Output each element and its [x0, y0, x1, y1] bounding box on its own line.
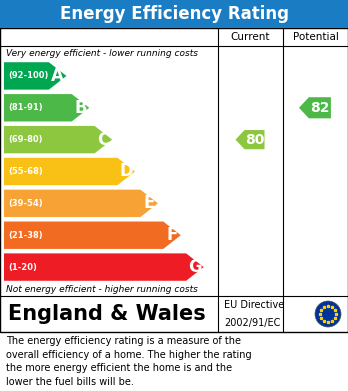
Text: EU Directive: EU Directive — [224, 300, 284, 310]
Polygon shape — [4, 222, 181, 249]
Text: 82: 82 — [310, 101, 330, 115]
Polygon shape — [4, 62, 66, 90]
Text: Very energy efficient - lower running costs: Very energy efficient - lower running co… — [6, 48, 198, 57]
Polygon shape — [299, 97, 331, 118]
Text: Energy Efficiency Rating: Energy Efficiency Rating — [60, 5, 288, 23]
Text: 2002/91/EC: 2002/91/EC — [224, 318, 280, 328]
Text: Not energy efficient - higher running costs: Not energy efficient - higher running co… — [6, 285, 198, 294]
Text: (92-100): (92-100) — [8, 72, 48, 81]
Polygon shape — [4, 126, 112, 153]
Bar — [0, 28, 348, 332]
Text: Current: Current — [231, 32, 270, 42]
Text: B: B — [74, 99, 87, 117]
Text: (1-20): (1-20) — [8, 263, 37, 272]
Text: (55-68): (55-68) — [8, 167, 43, 176]
Text: (39-54): (39-54) — [8, 199, 42, 208]
Text: England & Wales: England & Wales — [8, 304, 206, 324]
Text: (81-91): (81-91) — [8, 103, 42, 112]
Polygon shape — [236, 130, 264, 149]
Polygon shape — [4, 190, 158, 217]
Circle shape — [315, 301, 341, 327]
Polygon shape — [4, 253, 204, 281]
Text: G: G — [188, 258, 202, 276]
Polygon shape — [4, 158, 135, 185]
Text: The energy efficiency rating is a measure of the
overall efficiency of a home. T: The energy efficiency rating is a measur… — [6, 336, 252, 387]
Text: D: D — [119, 163, 133, 181]
Bar — [0, 0, 348, 28]
Polygon shape — [4, 94, 89, 122]
Text: 80: 80 — [245, 133, 264, 147]
Text: (69-80): (69-80) — [8, 135, 42, 144]
Text: Potential: Potential — [293, 32, 339, 42]
Text: (21-38): (21-38) — [8, 231, 42, 240]
Text: A: A — [51, 67, 64, 85]
Text: E: E — [143, 194, 155, 212]
Text: F: F — [166, 226, 178, 244]
Text: C: C — [97, 131, 110, 149]
